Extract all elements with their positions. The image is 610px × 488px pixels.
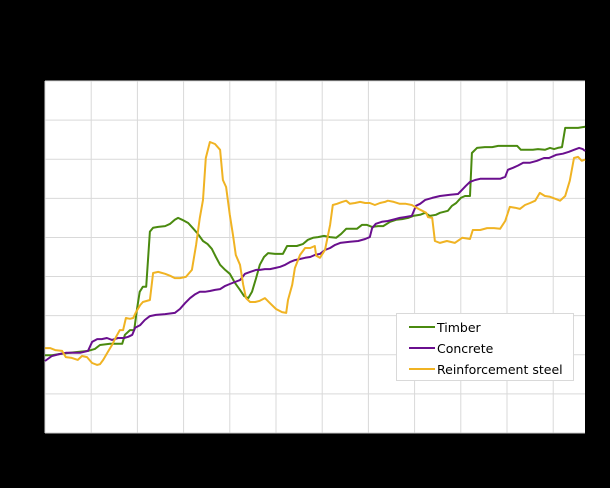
timber-line	[45, 125, 586, 357]
legend-label: Concrete	[437, 340, 494, 356]
reinforcement-steel-line-swatch-icon	[409, 368, 435, 370]
reinforcement-steel-line	[45, 141, 586, 366]
legend-label: Timber	[437, 319, 481, 335]
legend-item-concrete: Concrete	[409, 338, 493, 358]
timber-line-swatch-icon	[409, 326, 435, 328]
concrete-line-swatch-icon	[409, 347, 435, 349]
data-series	[44, 125, 586, 366]
concrete-line	[44, 146, 586, 362]
legend-item-timber: Timber	[409, 317, 481, 337]
legend-label: Reinforcement steel	[437, 361, 563, 377]
legend-item-reinforcement-steel: Reinforcement steel	[409, 359, 563, 379]
chart-legend: Timber Concrete Reinforcement steel	[396, 313, 574, 381]
